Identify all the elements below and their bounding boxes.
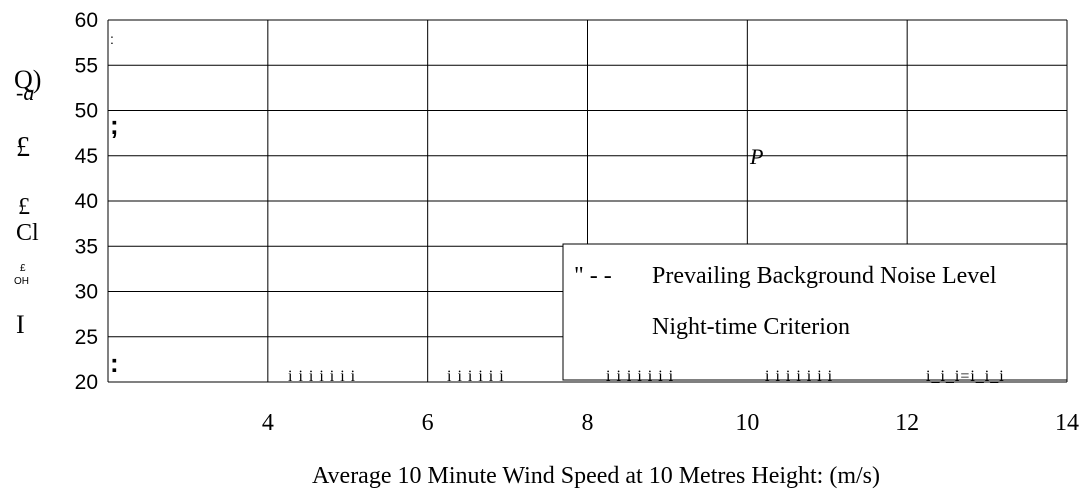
legend: " - - Prevailing Background Noise Level …	[563, 244, 1067, 380]
y-tick-label: 55	[75, 54, 98, 77]
tick-mark-row: i i i i i i i	[765, 368, 833, 385]
x-tick-label: 6	[422, 410, 434, 436]
y-tick-label: 50	[75, 100, 98, 123]
x-tick-label: 10	[735, 410, 759, 436]
x-axis-label: Average 10 Minute Wind Speed at 10 Metre…	[312, 463, 880, 489]
y-tick-label: 20	[75, 371, 98, 394]
x-tick-label: 12	[895, 410, 919, 436]
ylabel-fragment: Cl	[16, 220, 39, 246]
y-tick-label: 30	[75, 281, 98, 304]
tick-mark-row: i i i i i i	[447, 368, 505, 385]
ylabel-fragment: £	[20, 263, 26, 274]
tick-mark-row: i i i i i i i	[606, 368, 674, 385]
legend-entry-prefix: " - -	[574, 263, 612, 289]
ylabel-fragment: -a	[16, 80, 34, 105]
x-axis-ticks: 4 6 8 10 12 14	[262, 410, 1079, 436]
x-tick-label: 8	[582, 410, 594, 436]
y-tick-label: 60	[75, 9, 98, 32]
tick-mark-row: i_i_i=i_i_i	[926, 368, 1005, 385]
point-label: P	[749, 144, 763, 169]
colon-mark: :	[110, 31, 114, 47]
x-tick-label: 4	[262, 410, 274, 436]
y-tick-label: 40	[75, 190, 98, 213]
tick-mark-row: i i i i i i i	[288, 368, 356, 385]
y-tick-label: 45	[75, 145, 98, 168]
y-axis-label-fragments: Q) -a £ £ Cl £ OH I	[14, 65, 41, 339]
semicolon-mark: ;	[110, 110, 119, 140]
y-axis-ticks: 20 25 30 35 40 45 50 55 60	[75, 9, 98, 394]
ylabel-fragment: £	[16, 132, 30, 163]
ylabel-fragment: £	[18, 194, 30, 220]
x-tick-label: 14	[1055, 410, 1079, 436]
ylabel-fragment: I	[16, 310, 25, 339]
y-tick-label: 25	[75, 326, 98, 349]
legend-entry-night-time: Night-time Criterion	[652, 314, 850, 340]
legend-entry-background-noise: Prevailing Background Noise Level	[652, 263, 997, 289]
y-tick-label: 35	[75, 235, 98, 258]
ylabel-fragment: OH	[14, 276, 29, 287]
colon-mark: :	[110, 348, 119, 378]
